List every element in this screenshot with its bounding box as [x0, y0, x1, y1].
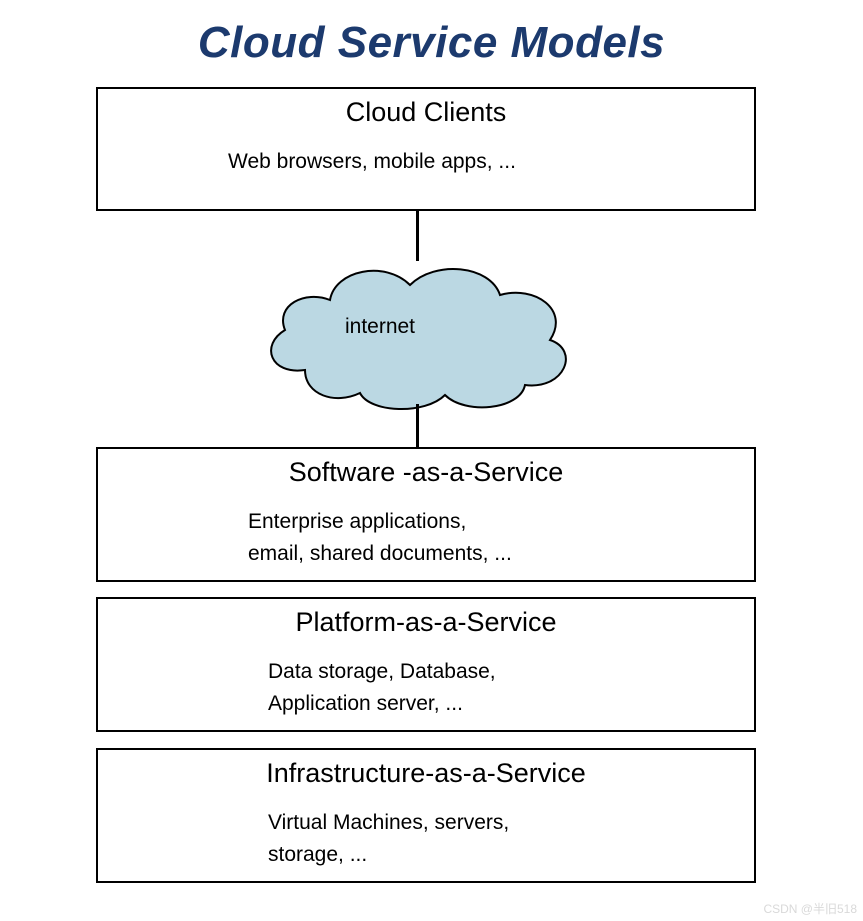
box-saas: Software -as-a-Service Enterprise applic… [96, 447, 756, 582]
box-paas-desc-line: Application server, ... [268, 688, 754, 720]
box-paas-title: Platform-as-a-Service [98, 607, 754, 638]
box-saas-desc-line: Enterprise applications, [248, 506, 754, 538]
cloud-label: internet [250, 315, 510, 339]
box-saas-title: Software -as-a-Service [98, 457, 754, 488]
diagram-title: Cloud Service Models [0, 0, 863, 78]
box-iaas-title: Infrastructure-as-a-Service [98, 758, 754, 789]
box-iaas-desc: Virtual Machines, servers, storage, ... [268, 807, 754, 870]
box-saas-desc: Enterprise applications, email, shared d… [248, 506, 754, 569]
box-cloud-clients-title: Cloud Clients [98, 97, 754, 128]
box-cloud-clients: Cloud Clients Web browsers, mobile apps,… [96, 87, 756, 211]
box-paas-desc-line: Data storage, Database, [268, 656, 754, 688]
cloud-shape: internet [250, 245, 580, 415]
connector-bottom [416, 404, 419, 448]
box-iaas: Infrastructure-as-a-Service Virtual Mach… [96, 748, 756, 883]
diagram-container: Cloud Service Models Cloud Clients Web b… [0, 0, 863, 921]
box-iaas-desc-line: Virtual Machines, servers, [268, 807, 754, 839]
box-iaas-desc-line: storage, ... [268, 839, 754, 871]
box-paas: Platform-as-a-Service Data storage, Data… [96, 597, 756, 732]
box-saas-desc-line: email, shared documents, ... [248, 538, 754, 570]
box-paas-desc: Data storage, Database, Application serv… [268, 656, 754, 719]
box-cloud-clients-desc: Web browsers, mobile apps, ... [228, 146, 754, 178]
watermark: CSDN @半旧518 [763, 900, 857, 917]
